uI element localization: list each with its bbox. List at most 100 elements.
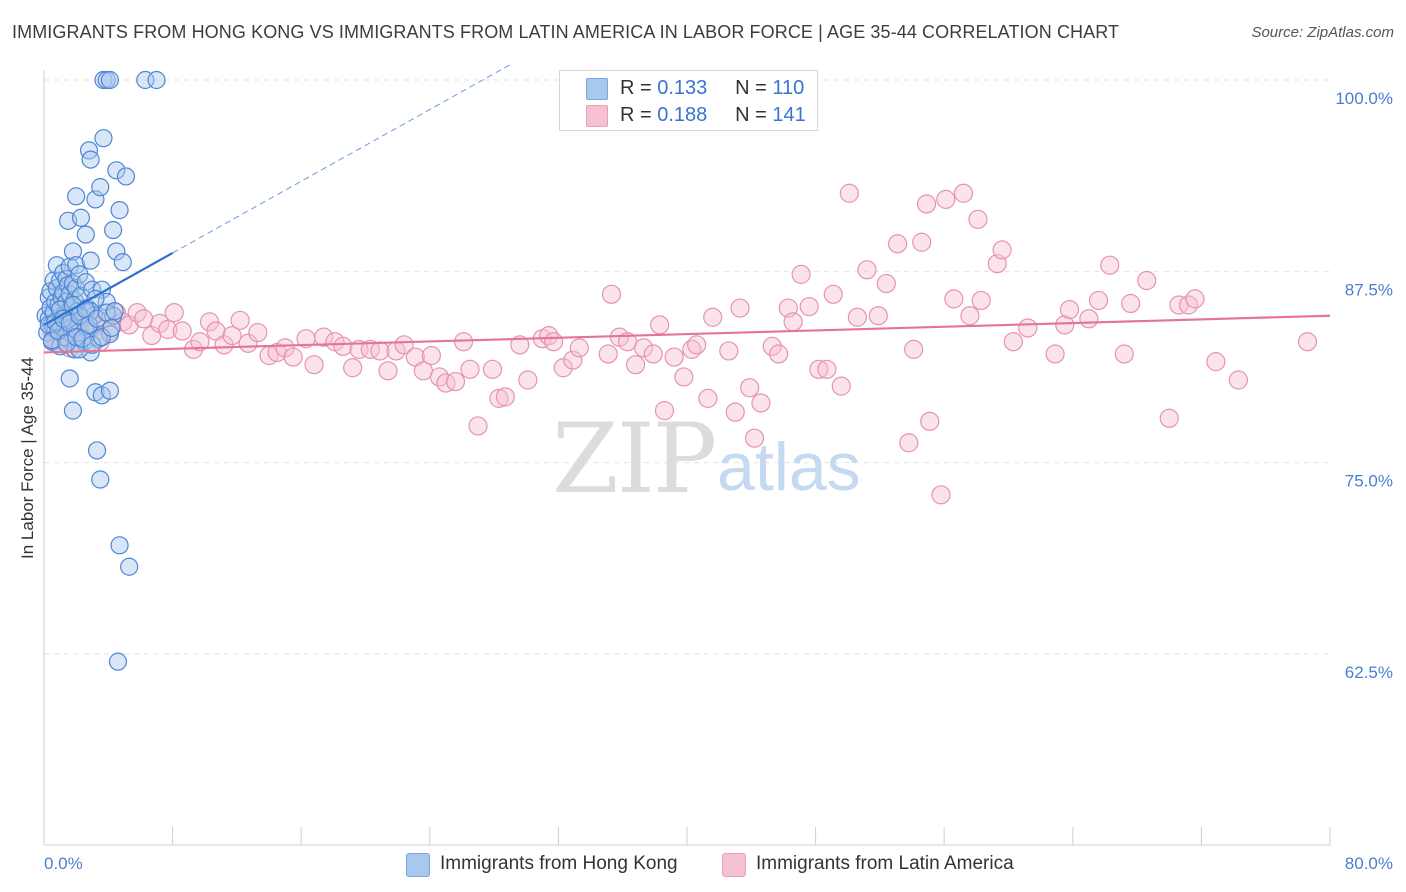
hong-kong-point: [79, 141, 99, 160]
latin-america-point: [904, 339, 924, 359]
latin-america-point: [823, 284, 843, 304]
latin-america-point: [460, 359, 480, 379]
latin-america-point: [799, 296, 819, 317]
hong-kong-point: [107, 161, 126, 180]
latin-america-point: [1059, 300, 1080, 320]
legend-n-value: 110: [772, 77, 805, 99]
hong-kong-point: [107, 242, 126, 261]
latin-america-point: [876, 273, 896, 294]
latin-america-point: [1137, 270, 1157, 291]
hong-kong-point: [91, 470, 110, 489]
latin-america-point: [445, 371, 466, 392]
hong-kong-point: [147, 70, 166, 90]
watermark-zip: ZIP: [552, 403, 715, 515]
legend-n-value: 141: [772, 104, 806, 126]
legend-r-value: 0.188: [657, 104, 708, 126]
latin-america-point: [625, 355, 646, 375]
chart-source: Source: ZipAtlas.com: [1251, 24, 1394, 41]
hong-kong-point: [100, 381, 120, 400]
latin-america-point: [960, 306, 980, 326]
hong-kong-point: [100, 70, 120, 90]
latin-america-point: [953, 183, 974, 203]
hong-kong-point: [87, 309, 107, 328]
legend-r-value: 0.133: [657, 77, 708, 99]
latin-america-point: [1100, 255, 1120, 275]
latin-america-point: [791, 264, 811, 284]
hong-kong-point: [91, 178, 110, 197]
latin-america-point: [1185, 289, 1205, 309]
hong-kong-point: [60, 369, 79, 388]
latin-america-point: [769, 344, 789, 364]
latin-america-point: [703, 307, 723, 327]
y-axis-tick-labels: 62.5% 75.0% 87.5% 100.0%: [1335, 89, 1393, 682]
latin-america-point: [553, 358, 573, 378]
x-tick-label-max: 80.0%: [1345, 854, 1393, 873]
hong-kong-point: [42, 331, 62, 350]
y-tick-label: 75.0%: [1345, 472, 1393, 491]
latin-america-point: [931, 485, 951, 505]
latin-america-point: [349, 339, 369, 359]
legend-r-label: R =: [620, 77, 652, 99]
latin-america-point: [725, 402, 745, 422]
latin-america-point: [847, 307, 867, 327]
hong-kong-point: [102, 318, 121, 338]
latin-america-point: [1159, 408, 1179, 428]
latin-america-point: [944, 289, 964, 309]
hong-kong-point: [110, 536, 129, 555]
latin-america-point: [762, 336, 782, 356]
hong-kong-trend-line: [43, 252, 174, 326]
latin-america-point: [495, 387, 515, 407]
latin-america-point: [968, 209, 988, 229]
y-axis-label: In Labor Force | Age 35-44: [18, 357, 37, 559]
latin-america-point: [1297, 332, 1318, 352]
latin-america-point: [1121, 293, 1141, 314]
hong-kong-point: [104, 220, 123, 240]
latin-america-point: [158, 319, 178, 340]
bottom-legend-label: Immigrants from Hong Kong: [440, 853, 678, 874]
latin-america-point: [304, 355, 324, 375]
hong-kong-point: [116, 167, 136, 186]
hong-kong-point: [108, 652, 128, 671]
hong-kong-points: [36, 70, 166, 671]
hong-kong-point: [105, 302, 124, 321]
bottom-legend-swatch-latin-america: [722, 853, 746, 877]
latin-america-point: [899, 433, 919, 453]
latin-america-point: [598, 344, 618, 364]
hong-kong-point: [81, 150, 100, 169]
hong-kong-point: [120, 557, 139, 576]
latin-america-point: [698, 388, 718, 408]
latin-america-point: [421, 345, 442, 366]
hong-kong-point: [63, 242, 83, 261]
legend-r-label: R =: [620, 104, 652, 126]
latin-america-point: [740, 378, 760, 398]
latin-america-point: [1045, 344, 1065, 364]
latin-america-point: [643, 344, 663, 364]
latin-america-point: [378, 361, 398, 381]
latin-america-point: [1088, 290, 1109, 311]
latin-america-point: [333, 336, 353, 356]
latin-america-point: [172, 321, 192, 341]
latin-america-point: [563, 350, 583, 370]
hong-kong-point: [67, 187, 86, 206]
latin-america-point: [730, 298, 750, 318]
latin-america-point: [744, 428, 765, 448]
legend-n-label: N =: [735, 104, 767, 126]
latin-america-point: [936, 189, 956, 209]
latin-america-point: [916, 194, 937, 214]
latin-america-point: [687, 335, 707, 355]
latin-america-trend-line: [43, 314, 1331, 354]
x-tick-label-min: 0.0%: [44, 854, 83, 873]
bottom-legend-swatch-hong-kong: [406, 853, 430, 877]
latin-america-point: [751, 393, 771, 413]
hong-kong-point: [110, 201, 129, 220]
latin-america-point: [518, 370, 538, 390]
hong-kong-point: [67, 328, 86, 347]
legend-n-label: N =: [735, 77, 767, 99]
latin-america-point: [134, 309, 154, 329]
trend-lines: [43, 64, 1331, 354]
latin-america-point: [857, 260, 877, 280]
hong-kong-point: [71, 208, 91, 227]
latin-america-point: [868, 306, 888, 326]
latin-america-point: [809, 359, 829, 379]
latin-america-point: [222, 326, 242, 346]
